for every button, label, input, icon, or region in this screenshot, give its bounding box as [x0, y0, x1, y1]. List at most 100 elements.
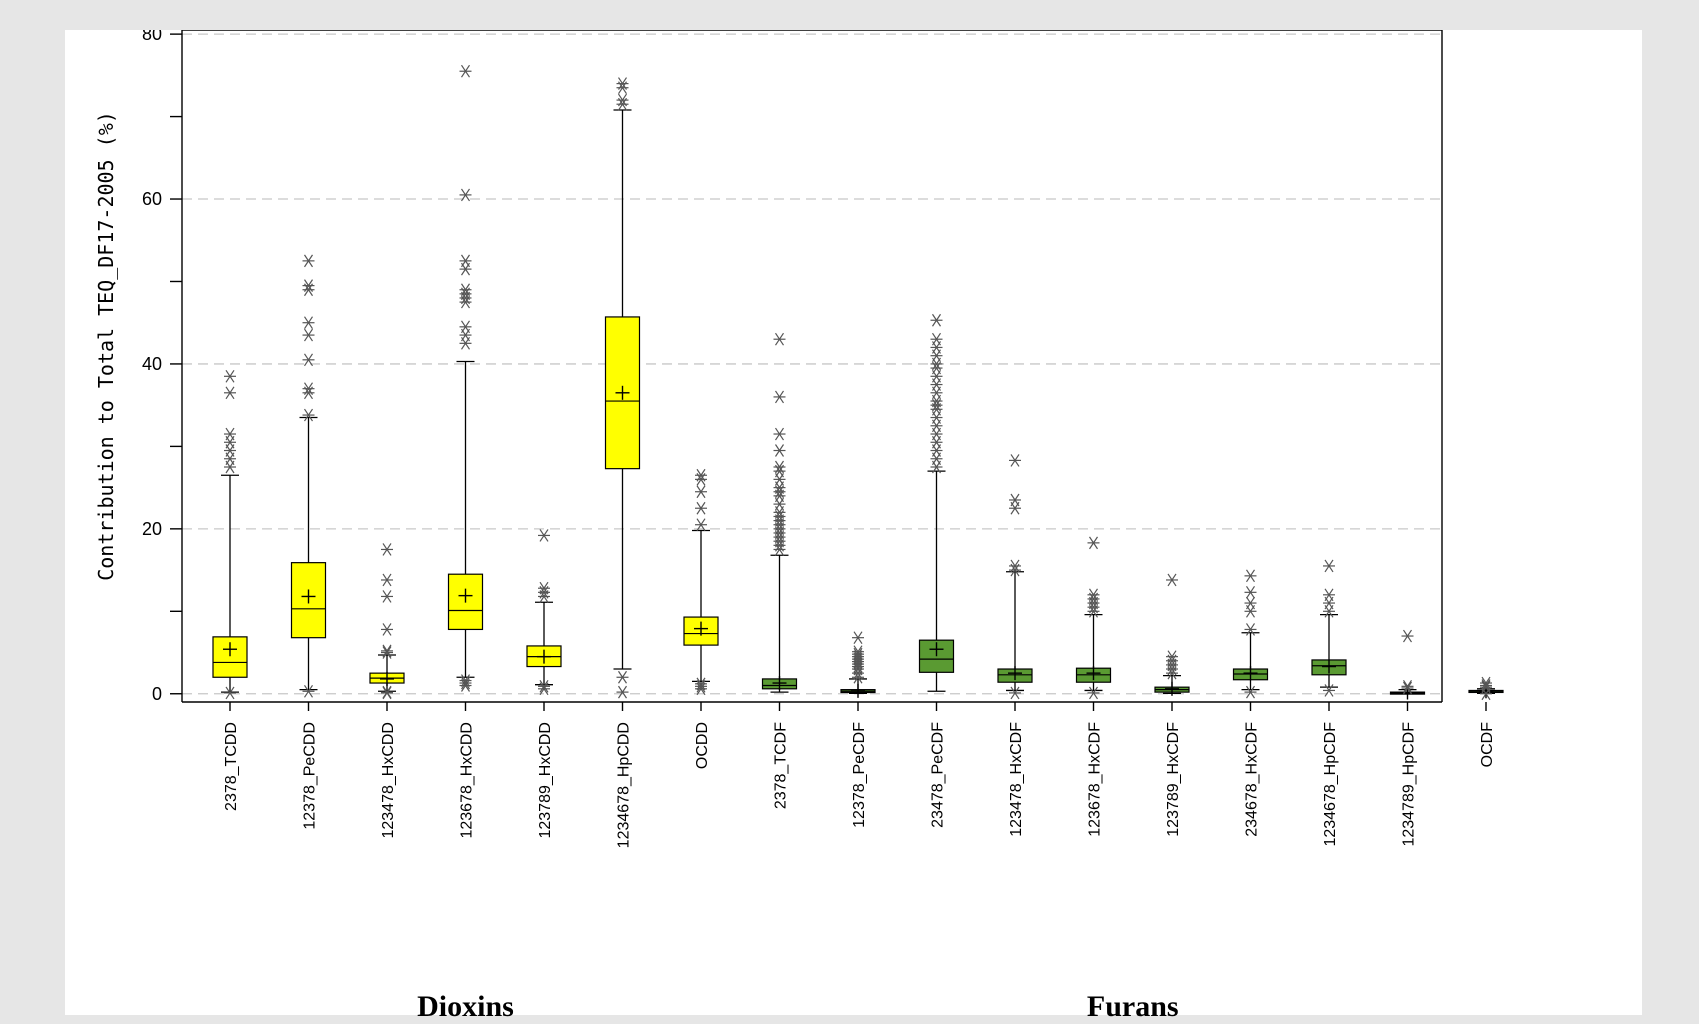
- outlier-stroke: [461, 674, 470, 687]
- outlier-stroke: [304, 254, 313, 268]
- outlier-stroke: [1481, 676, 1491, 690]
- outlier-point: [852, 645, 864, 659]
- outlier-stroke: [1246, 623, 1255, 636]
- outlier-point: [1244, 623, 1257, 636]
- outlier-stroke: [304, 316, 313, 330]
- outlier-stroke: [618, 685, 627, 699]
- outlier-stroke: [304, 382, 313, 396]
- outlier-point: [459, 320, 472, 334]
- outlier-point: [930, 419, 943, 433]
- outlier-point: [930, 452, 943, 466]
- outlier-point: [302, 254, 315, 268]
- outlier-stroke: [1246, 569, 1255, 583]
- outlier-stroke: [539, 680, 549, 693]
- outlier-stroke: [1089, 686, 1098, 700]
- x-category-label: 23478_PeCDF: [930, 722, 947, 828]
- x-category-label: 123789_HxCDD: [537, 722, 554, 839]
- y-tick-label: 80: [142, 30, 162, 44]
- outlier-point: [695, 485, 707, 499]
- outlier-stroke: [304, 684, 313, 698]
- outlier-stroke: [775, 427, 784, 441]
- outlier-stroke: [696, 485, 706, 499]
- outlier-stroke: [382, 685, 392, 699]
- outlier-point: [930, 411, 943, 424]
- outlier-point: [930, 332, 943, 346]
- outlier-point: [538, 680, 550, 693]
- outlier-stroke: [382, 644, 392, 658]
- outlier-point: [381, 623, 393, 636]
- outlier-stroke: [696, 468, 706, 482]
- outlier-point: [1087, 536, 1100, 550]
- x-category-label: OCDF: [1479, 722, 1496, 768]
- outlier-stroke: [225, 369, 235, 383]
- outlier-point: [930, 386, 943, 400]
- axis-layer: 0 20 40 60 80 2378_TCDD 12378_PeCDD 123478_HxCD…: [142, 30, 1496, 848]
- outlier-stroke: [775, 390, 784, 404]
- group-label-furans: Furans: [1086, 990, 1179, 1023]
- outlier-stroke: [539, 581, 549, 595]
- box-layer: [212, 64, 1504, 701]
- outlier-stroke: [1246, 586, 1255, 599]
- outlier-point: [1401, 680, 1414, 693]
- outlier-stroke: [461, 283, 470, 297]
- outlier-point: [773, 473, 786, 486]
- outlier-point: [930, 378, 943, 391]
- box-1234678_HpCDD: [604, 77, 641, 699]
- outlier-point: [1009, 686, 1021, 700]
- outlier-stroke: [853, 645, 863, 659]
- outlier-stroke: [382, 543, 392, 556]
- outlier-point: [224, 460, 236, 474]
- outlier-point: [1009, 501, 1021, 515]
- outlier-stroke: [618, 670, 627, 684]
- outlier-point: [930, 444, 943, 457]
- x-category-label: 1234789_HpCDF: [1401, 722, 1418, 847]
- y-axis-label: Contribution to Total TEQ_DF17-2005 (%): [94, 111, 118, 581]
- outlier-stroke: [461, 679, 470, 692]
- outlier-stroke: [225, 386, 235, 400]
- outlier-point: [616, 685, 629, 699]
- outlier-point: [459, 328, 472, 342]
- outlier-point: [1323, 684, 1335, 697]
- outlier-point: [930, 349, 943, 363]
- outlier-point: [695, 501, 707, 515]
- outlier-point: [695, 677, 707, 691]
- outlier-point: [773, 427, 786, 441]
- outlier-stroke: [225, 686, 235, 700]
- outlier-stroke: [461, 64, 470, 78]
- outlier-point: [1087, 588, 1100, 602]
- box-123789_HxCDF: [1154, 573, 1190, 696]
- outlier-stroke: [461, 254, 470, 268]
- outlier-point: [930, 435, 943, 449]
- outlier-point: [616, 93, 629, 107]
- outlier-stroke: [382, 646, 392, 659]
- outlier-stroke: [853, 650, 863, 663]
- outlier-stroke: [1403, 680, 1412, 693]
- box-plot-chart: 0 20 40 60 80 2378_TCDD 12378_PeCDD 123478_HxCD…: [94, 30, 1504, 848]
- y-tick-label: 0: [152, 684, 162, 704]
- outlier-point: [773, 390, 786, 404]
- outlier-stroke: [696, 518, 706, 532]
- x-category-label: 123678_HxCDF: [1087, 722, 1104, 837]
- outlier-stroke: [382, 590, 392, 603]
- box-234678_HxCDF: [1232, 569, 1269, 699]
- chart-panel: 0 20 40 60 80 2378_TCDD 12378_PeCDD 123478_HxCD…: [65, 30, 1642, 1015]
- y-tick-label: 40: [142, 354, 162, 374]
- outlier-stroke: [1324, 684, 1334, 697]
- outlier-point: [381, 543, 393, 556]
- outlier-stroke: [461, 676, 470, 690]
- outlier-stroke: [1246, 685, 1255, 699]
- outlier-point: [459, 674, 472, 687]
- outlier-stroke: [775, 444, 784, 457]
- x-category-label: 2378_TCDD: [223, 722, 240, 811]
- outlier-point: [616, 77, 629, 90]
- outlier-stroke: [696, 677, 706, 691]
- outlier-stroke: [1010, 454, 1020, 467]
- outlier-point: [302, 279, 315, 292]
- outlier-stroke: [1089, 588, 1098, 602]
- outlier-stroke: [539, 529, 549, 542]
- outlier-point: [302, 382, 315, 396]
- x-category-label: 123478_HxCDD: [380, 722, 397, 839]
- outlier-stroke: [696, 682, 706, 696]
- outlier-point: [224, 386, 236, 400]
- x-category-label: 1234678_HpCDD: [616, 722, 633, 848]
